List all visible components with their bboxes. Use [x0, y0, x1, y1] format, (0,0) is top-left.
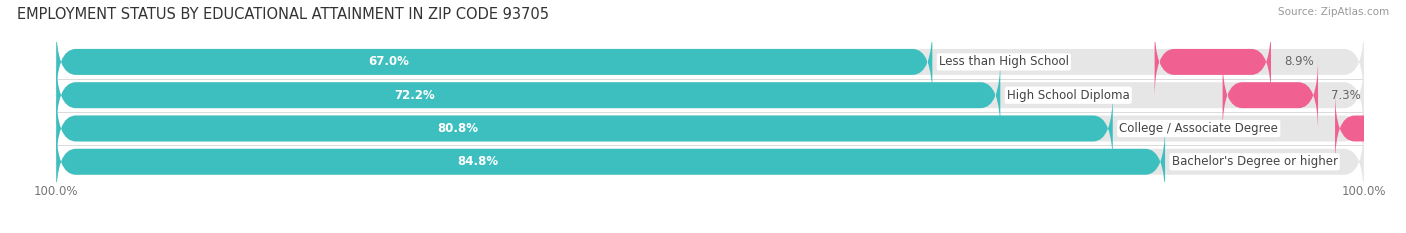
- FancyBboxPatch shape: [56, 25, 1364, 99]
- Text: 80.8%: 80.8%: [437, 122, 478, 135]
- Text: 72.2%: 72.2%: [395, 89, 436, 102]
- FancyBboxPatch shape: [1336, 92, 1406, 165]
- Text: EMPLOYMENT STATUS BY EDUCATIONAL ATTAINMENT IN ZIP CODE 93705: EMPLOYMENT STATUS BY EDUCATIONAL ATTAINM…: [17, 7, 548, 22]
- FancyBboxPatch shape: [56, 92, 1112, 165]
- FancyBboxPatch shape: [56, 125, 1166, 199]
- Text: College / Associate Degree: College / Associate Degree: [1119, 122, 1278, 135]
- FancyBboxPatch shape: [56, 125, 1364, 199]
- FancyBboxPatch shape: [56, 92, 1364, 165]
- Text: Source: ZipAtlas.com: Source: ZipAtlas.com: [1278, 7, 1389, 17]
- Text: 8.9%: 8.9%: [1284, 55, 1313, 69]
- FancyBboxPatch shape: [56, 58, 1000, 132]
- Text: 67.0%: 67.0%: [368, 55, 409, 69]
- FancyBboxPatch shape: [1223, 58, 1317, 132]
- Text: Bachelor's Degree or higher: Bachelor's Degree or higher: [1171, 155, 1337, 168]
- Text: High School Diploma: High School Diploma: [1007, 89, 1129, 102]
- FancyBboxPatch shape: [1154, 25, 1271, 99]
- FancyBboxPatch shape: [1388, 125, 1406, 199]
- Text: 7.3%: 7.3%: [1331, 89, 1361, 102]
- FancyBboxPatch shape: [56, 58, 1364, 132]
- Text: Less than High School: Less than High School: [939, 55, 1069, 69]
- FancyBboxPatch shape: [56, 25, 932, 99]
- Text: 84.8%: 84.8%: [457, 155, 498, 168]
